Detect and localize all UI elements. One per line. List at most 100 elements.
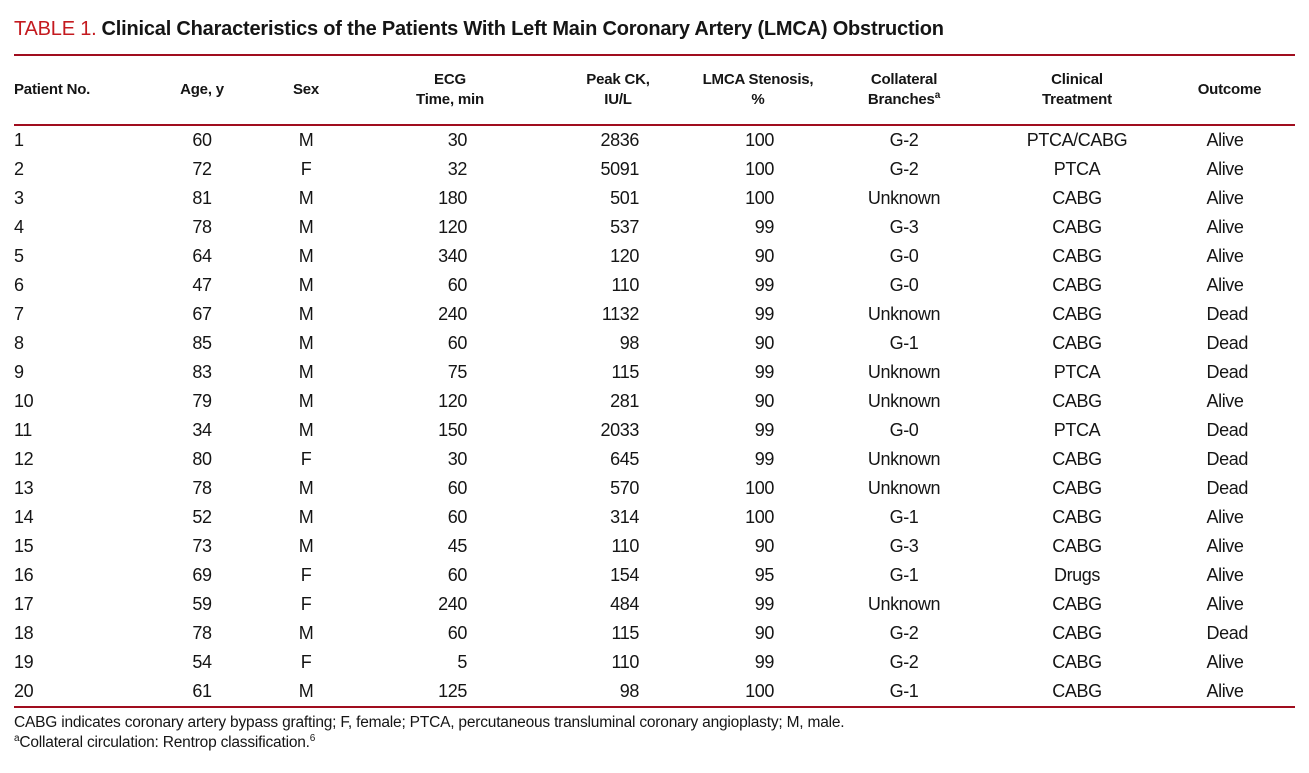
cell-value: 340 <box>438 246 467 266</box>
cell-value: Alive <box>1206 565 1244 585</box>
table-row: 9 83 M 75 115 99 Unknown PTCA Dead <box>14 358 1295 387</box>
cell-age: 47 <box>192 275 212 295</box>
table-header: Patient No. Age, y Sex ECG Time, min Peak CK,… <box>14 54 1295 126</box>
cell-patient-no: 17 <box>14 594 34 614</box>
cell-outcome: Alive <box>1164 503 1295 532</box>
cell-collateral-branches: G-2 <box>889 623 919 643</box>
cell-value: 99 <box>754 594 775 614</box>
header-line: Peak CK, <box>586 71 650 88</box>
header-cell-collateral-branches: Collateral Branchesa <box>818 54 990 126</box>
header-cell-age: Age, y <box>154 54 250 126</box>
cell-patient-no: 12 <box>14 449 34 469</box>
cell-value: 100 <box>745 681 774 701</box>
cell-peak-ck: 645 <box>538 445 698 474</box>
cell-lmca-stenosis: 99 <box>698 213 818 242</box>
cell-value: 100 <box>745 507 774 527</box>
cell-value: 99 <box>754 449 775 469</box>
header-row: Patient No. Age, y Sex ECG Time, min Peak CK,… <box>14 54 1295 126</box>
cell-value: 90 <box>754 536 775 556</box>
cell-sex: M <box>298 246 314 266</box>
cell-value: 60 <box>447 275 468 295</box>
cell-lmca-stenosis: 100 <box>698 125 818 155</box>
table-row: 4 78 M 120 537 99 G-3 CABG Alive <box>14 213 1295 242</box>
cell-value: 99 <box>754 304 775 324</box>
cell-value: 60 <box>447 478 468 498</box>
cell-peak-ck: 484 <box>538 590 698 619</box>
cell-outcome: Alive <box>1164 213 1295 242</box>
cell-collateral-branches: G-3 <box>889 536 919 556</box>
header-line: Sex <box>292 81 320 98</box>
cell-age: 69 <box>192 565 212 585</box>
cell-clinical-treatment: PTCA/CABG <box>1026 130 1128 150</box>
cell-outcome: Alive <box>1164 184 1295 213</box>
header-cell-clinical-treatment: Clinical Treatment <box>990 54 1164 126</box>
header-line: Collateral <box>870 71 938 88</box>
cell-value: 90 <box>754 246 775 266</box>
cell-sex: F <box>300 449 312 469</box>
cell-collateral-branches: Unknown <box>867 449 941 469</box>
cell-collateral-branches: Unknown <box>867 304 941 324</box>
header-line: LMCA Stenosis, <box>702 71 814 88</box>
table-body: 1 60 M 30 2836 100 G-2 PTCA/CABG Alive 2 72 F 32 5091… <box>14 125 1295 708</box>
cell-patient-no: 3 <box>14 188 24 208</box>
cell-peak-ck: 120 <box>538 242 698 271</box>
header-line: Outcome <box>1197 81 1262 98</box>
cell-outcome: Dead <box>1164 619 1295 648</box>
table-title: TABLE 1. Clinical Characteristics of the … <box>14 18 1295 41</box>
cell-value: Alive <box>1206 130 1244 150</box>
cell-ecg-time: 240 <box>362 300 538 329</box>
cell-ecg-time: 30 <box>362 125 538 155</box>
cell-value: Dead <box>1206 304 1249 324</box>
cell-value: 150 <box>438 420 467 440</box>
cell-collateral-branches: G-1 <box>818 677 990 708</box>
cell-sex: M <box>298 217 314 237</box>
cell-value: 240 <box>438 304 467 324</box>
cell-age: 52 <box>192 507 212 527</box>
table-row: 19 54 F 5 110 99 G-2 CABG Alive <box>14 648 1295 677</box>
cell-peak-ck: 2033 <box>538 416 698 445</box>
table-row: 7 67 M 240 1132 99 Unknown CABG Dead <box>14 300 1295 329</box>
cell-sex: M <box>298 507 314 527</box>
cell-lmca-stenosis: 90 <box>698 387 818 416</box>
cell-age: 83 <box>192 362 212 382</box>
cell-value: 1132 <box>601 304 640 324</box>
cell-value: Dead <box>1206 623 1249 643</box>
cell-value: 90 <box>754 333 775 353</box>
table-number-label: TABLE 1. <box>14 18 97 40</box>
cell-sex: F <box>300 159 312 179</box>
cell-peak-ck: 110 <box>538 271 698 300</box>
cell-ecg-time: 240 <box>362 590 538 619</box>
cell-ecg-time: 340 <box>362 242 538 271</box>
cell-clinical-treatment: PTCA <box>1053 159 1101 179</box>
cell-value: 120 <box>610 246 639 266</box>
cell-outcome: Alive <box>1164 125 1295 155</box>
cell-value: 570 <box>610 478 639 498</box>
cell-ecg-time: 180 <box>362 184 538 213</box>
cell-value: 115 <box>611 623 640 643</box>
cell-peak-ck: 1132 <box>538 300 698 329</box>
cell-peak-ck: 570 <box>538 474 698 503</box>
cell-clinical-treatment: CABG <box>1052 507 1102 527</box>
cell-ecg-time: 125 <box>362 677 538 708</box>
cell-age: 79 <box>192 391 212 411</box>
cell-patient-no: 15 <box>14 536 34 556</box>
cell-sex: M <box>298 333 314 353</box>
cell-outcome: Alive <box>1164 677 1295 708</box>
cell-age: 81 <box>192 188 212 208</box>
cell-patient-no: 1 <box>14 130 24 150</box>
cell-patient-no: 4 <box>14 217 24 237</box>
cell-value: Alive <box>1206 507 1244 527</box>
cell-collateral-branches: G-2 <box>889 652 919 672</box>
cell-value: 100 <box>745 159 774 179</box>
cell-peak-ck: 501 <box>538 184 698 213</box>
cell-patient-no: 13 <box>14 478 34 498</box>
header-cell-sex: Sex <box>250 54 362 126</box>
cell-lmca-stenosis: 100 <box>698 474 818 503</box>
cell-collateral-branches: G-1 <box>889 565 919 585</box>
cell-age: 60 <box>192 130 212 150</box>
cell-outcome: Alive <box>1164 155 1295 184</box>
cell-ecg-time: 120 <box>362 387 538 416</box>
table-row: 13 78 M 60 570 100 Unknown CABG Dead <box>14 474 1295 503</box>
cell-value: 99 <box>754 275 775 295</box>
cell-age: 78 <box>192 623 212 643</box>
